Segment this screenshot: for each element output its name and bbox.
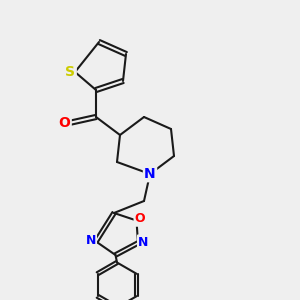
Text: S: S (65, 65, 76, 79)
Text: N: N (138, 236, 148, 249)
Text: O: O (58, 116, 70, 130)
Text: O: O (135, 212, 146, 226)
Text: N: N (144, 167, 156, 181)
Text: N: N (85, 234, 96, 247)
